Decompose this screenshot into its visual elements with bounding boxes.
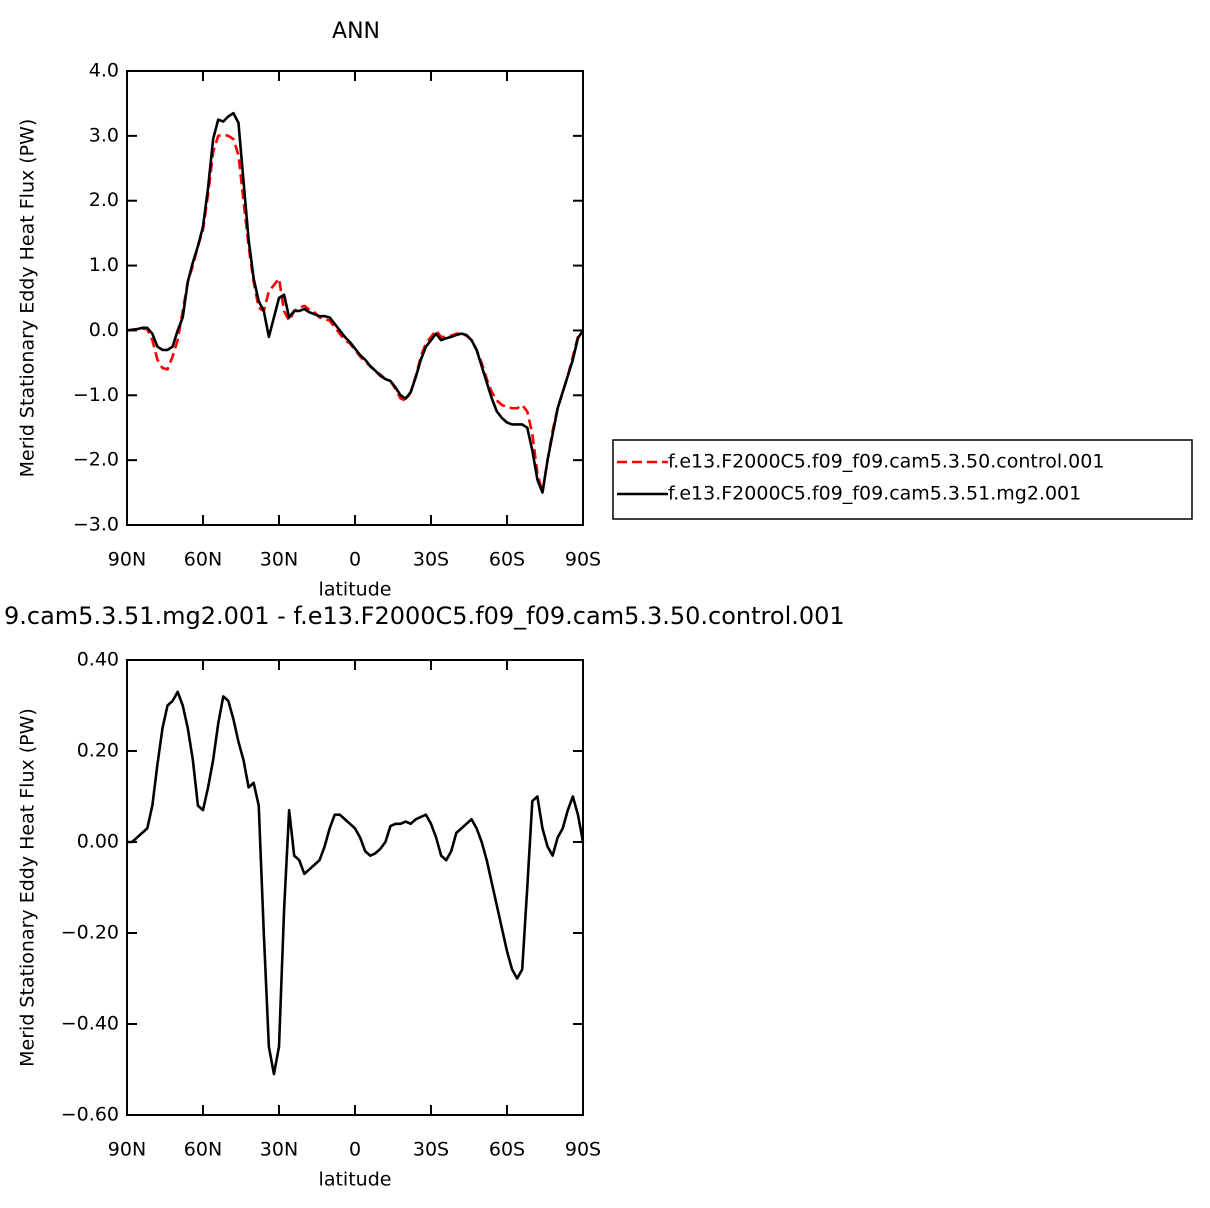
y-tick-label: 3.0 (89, 124, 119, 146)
x-tick-label: 30N (260, 1139, 298, 1161)
data-line (127, 690, 585, 1076)
x-tick-label: 30N (260, 549, 298, 571)
y-axis-label: Merid Stationary Eddy Heat Flux (PW) (17, 119, 39, 478)
chart-title: ANN (332, 19, 380, 44)
x-tick-label: 60S (489, 549, 525, 571)
x-tick-label: 90N (108, 549, 146, 571)
y-axis-label: Merid Stationary Eddy Heat Flux (PW) (17, 708, 39, 1067)
x-tick-label: 60S (489, 1139, 525, 1161)
legend-box (612, 439, 1193, 520)
y-tick-label: 0.0 (89, 319, 119, 341)
x-tick-label: 90S (565, 549, 601, 571)
y-tick-label: 0.40 (77, 649, 119, 671)
y-tick-label: −1.0 (73, 384, 119, 406)
x-tick-label: 60N (184, 1139, 222, 1161)
y-tick-label: −2.0 (73, 449, 119, 471)
y-tick-label: 4.0 (89, 60, 119, 82)
chart-title: 9.cam5.3.51.mg2.001 - f.e13.F2000C5.f09_… (4, 602, 845, 630)
x-axis-label: latitude (319, 579, 392, 601)
legend-label: f.e13.F2000C5.f09_f09.cam5.3.50.control.… (668, 451, 1104, 473)
x-tick-label: 30S (413, 549, 449, 571)
y-tick-label: 0.20 (77, 740, 119, 762)
plot-frame (126, 70, 584, 526)
data-line (126, 111, 585, 494)
x-tick-label: 30S (413, 1139, 449, 1161)
y-tick-label: 1.0 (89, 254, 119, 276)
y-tick-label: −0.40 (61, 1013, 119, 1035)
x-tick-label: 90N (108, 1139, 146, 1161)
x-tick-label: 0 (349, 1139, 361, 1161)
plot-frame (126, 659, 584, 1116)
x-axis-label: latitude (319, 1169, 392, 1191)
legend-label: f.e13.F2000C5.f09_f09.cam5.3.51.mg2.001 (668, 483, 1081, 505)
y-tick-label: 0.00 (77, 831, 119, 853)
data-line (126, 133, 585, 494)
x-tick-label: 60N (184, 549, 222, 571)
y-tick-label: 2.0 (89, 189, 119, 211)
y-tick-label: −0.60 (61, 1104, 119, 1126)
y-tick-label: −3.0 (73, 514, 119, 536)
y-tick-label: −0.20 (61, 922, 119, 944)
x-tick-label: 0 (349, 549, 361, 571)
x-tick-label: 90S (565, 1139, 601, 1161)
